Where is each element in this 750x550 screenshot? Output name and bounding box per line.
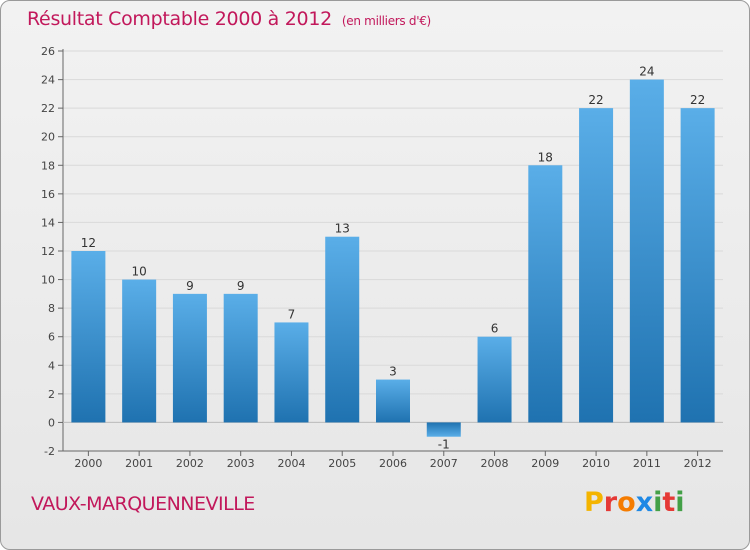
y-tick-label: -2 <box>44 445 55 458</box>
y-tick-label: 0 <box>48 416 55 429</box>
data-label: -1 <box>438 438 450 452</box>
x-tick-label: 2006 <box>379 457 407 470</box>
y-tick-label: 2 <box>48 388 55 401</box>
x-tick-label: 2005 <box>328 457 356 470</box>
bars <box>71 79 715 437</box>
x-tick-label: 2010 <box>582 457 610 470</box>
logo-letter: o <box>617 487 636 518</box>
bar <box>426 422 461 437</box>
y-tick-label: 20 <box>41 131 55 144</box>
logo-letter: P <box>584 487 604 518</box>
data-labels: 12 10 9 9 7 13 3 -1 6 18 22 24 22 <box>81 65 706 452</box>
x-tick-label: 2012 <box>684 457 712 470</box>
data-label: 13 <box>335 222 350 236</box>
y-tick-label: 4 <box>48 359 55 372</box>
bar <box>629 79 664 423</box>
data-label: 9 <box>186 279 194 293</box>
y-tick-label: 6 <box>48 331 55 344</box>
bar <box>274 322 309 423</box>
logo-letter: i <box>653 487 663 518</box>
chart-subtitle: (en milliers d'€) <box>341 14 431 28</box>
logo-letter: i <box>675 487 685 518</box>
data-label: 10 <box>132 265 147 279</box>
y-tick-label: 16 <box>41 188 55 201</box>
logo-letter: x <box>635 487 654 518</box>
y-tick-label: 8 <box>48 302 55 315</box>
data-label: 22 <box>690 93 705 107</box>
data-label: 6 <box>491 322 499 336</box>
bar <box>325 236 360 423</box>
y-tick-label: 24 <box>41 74 55 87</box>
logo-letter: r <box>603 487 618 518</box>
data-label: 18 <box>538 150 553 164</box>
x-tick-label: 2003 <box>227 457 255 470</box>
x-tick-label: 2002 <box>176 457 204 470</box>
x-tick-label: 2009 <box>531 457 559 470</box>
x-tick-label: 2001 <box>125 457 153 470</box>
data-label: 9 <box>237 279 245 293</box>
bar <box>122 279 157 423</box>
data-label: 3 <box>389 365 397 379</box>
bar <box>376 379 410 423</box>
x-tick-label: 2007 <box>430 457 458 470</box>
x-tick-label: 2004 <box>277 457 305 470</box>
bar <box>579 108 614 423</box>
data-label: 22 <box>588 93 603 107</box>
bar <box>477 336 512 423</box>
y-tick-label: 22 <box>41 102 55 115</box>
bar <box>528 165 563 423</box>
title-text: Résultat Comptable 2000 à 2012 <box>27 8 332 30</box>
data-label: 12 <box>81 236 96 250</box>
x-tick-label: 2000 <box>74 457 102 470</box>
data-label: 24 <box>639 65 654 79</box>
chart-title: Résultat Comptable 2000 à 2012 (en millie… <box>27 8 431 30</box>
x-tick-label: 2008 <box>481 457 509 470</box>
proxiti-logo[interactable]: Proxiti <box>584 487 685 518</box>
y-tick-label: 12 <box>41 245 55 258</box>
bar <box>223 293 258 423</box>
logo-letter: t <box>662 487 676 518</box>
bar <box>680 108 715 423</box>
y-tick-label: 14 <box>41 216 55 229</box>
bar <box>71 251 106 423</box>
y-tick-label: 10 <box>41 274 55 287</box>
bar <box>172 293 207 423</box>
y-tick-label: 26 <box>41 45 55 58</box>
x-tick-label: 2011 <box>633 457 661 470</box>
place-name: VAUX-MARQUENNEVILLE <box>31 493 255 515</box>
data-label: 7 <box>288 307 296 321</box>
y-tick-label: 18 <box>41 159 55 172</box>
